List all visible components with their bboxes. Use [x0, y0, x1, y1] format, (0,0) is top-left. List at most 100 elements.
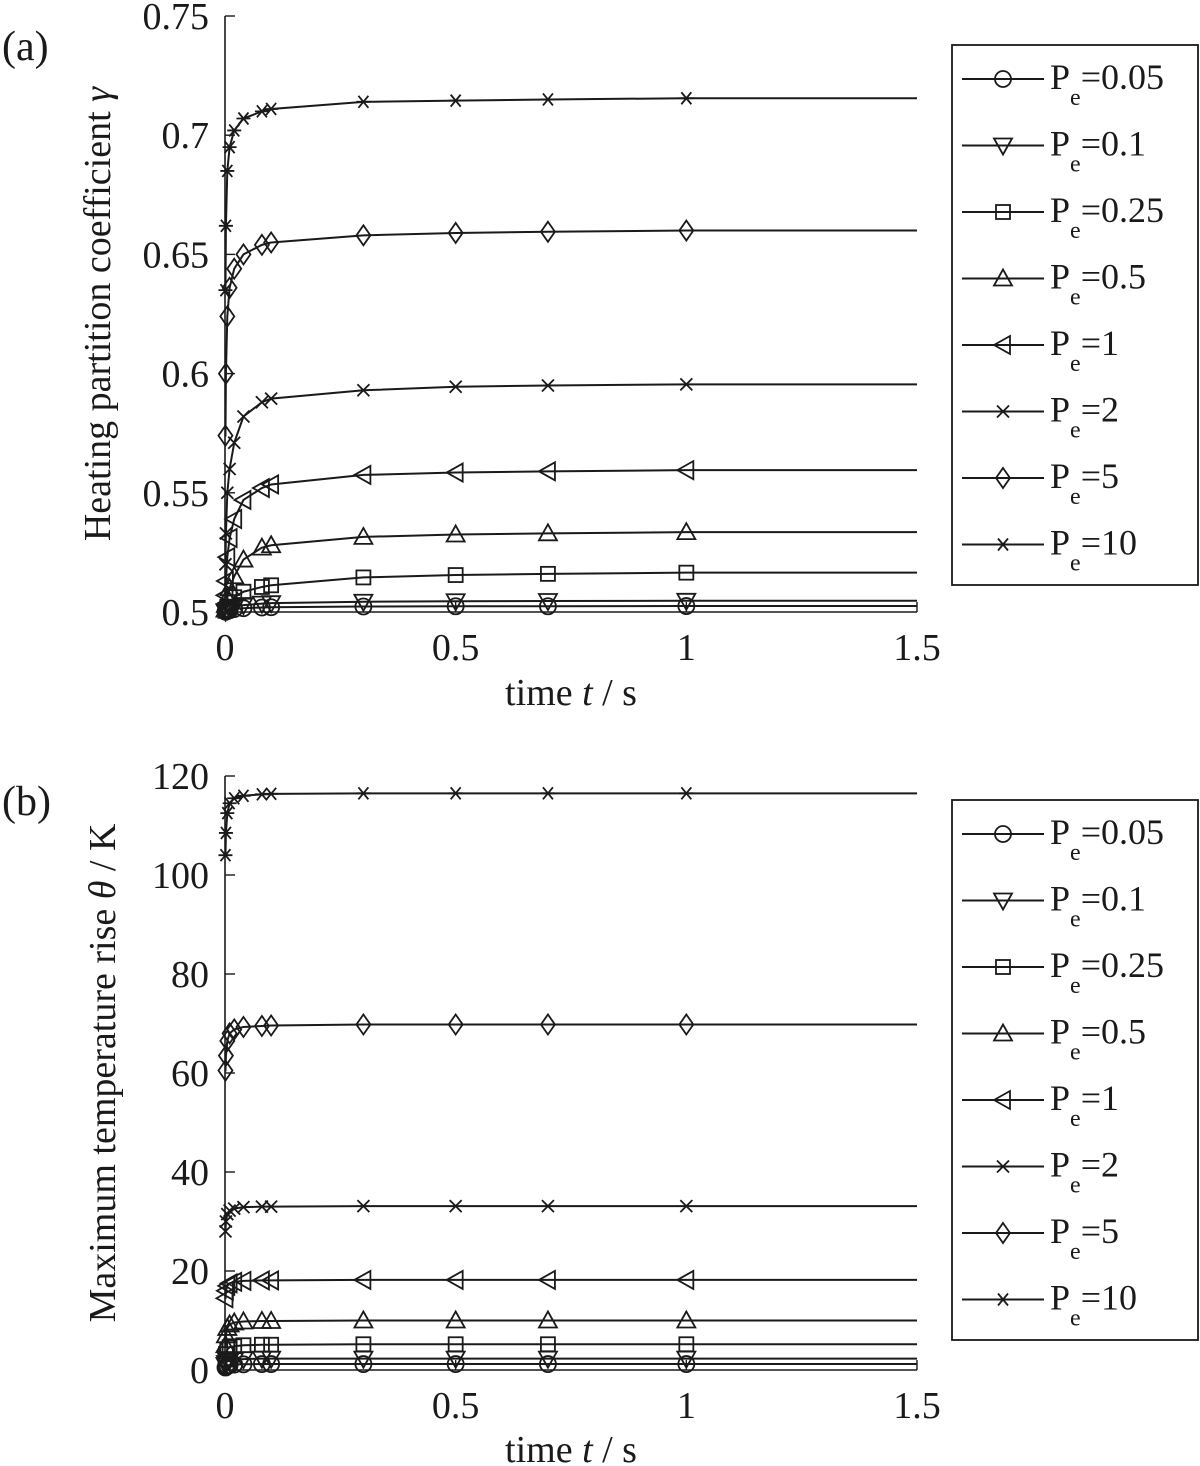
legend-entry: Pe=0.5 [962, 1012, 1146, 1066]
data-point [254, 104, 269, 118]
legend-entry: Pe=5 [962, 1211, 1119, 1265]
y-tick-label: 20 [171, 1251, 209, 1293]
data-point [537, 460, 556, 482]
data-point [264, 102, 279, 116]
data-point [226, 257, 243, 281]
data-point [539, 597, 557, 616]
legend-box [951, 44, 1199, 586]
data-point [675, 459, 695, 481]
data-point [679, 377, 693, 391]
data-point [447, 1012, 464, 1037]
data-point [235, 1337, 252, 1354]
data-point [218, 848, 233, 862]
data-point [356, 1199, 371, 1213]
series-line [225, 605, 917, 613]
data-point [219, 304, 236, 328]
data-point [537, 593, 559, 612]
data-point [227, 123, 242, 138]
legend-label: Pe=0.1 [1050, 124, 1146, 178]
legend-entry: Pe=10 [962, 1278, 1137, 1332]
legend-marker [994, 70, 1012, 88]
data-point [218, 219, 233, 233]
x-tick-label: 0 [216, 627, 235, 669]
data-point [222, 462, 237, 476]
data-point [260, 1269, 280, 1291]
legend-label: Pe=0.5 [1050, 257, 1146, 311]
series-2 [218, 1199, 917, 1239]
series-line [224, 97, 917, 292]
legend-entry: Pe=0.5 [962, 257, 1146, 311]
data-point [236, 111, 251, 126]
y-tick-label: 60 [171, 1053, 209, 1095]
x-tick-label: 1.5 [893, 1385, 941, 1427]
data-point [217, 424, 234, 448]
y-tick-label: 0.5 [162, 592, 210, 634]
y-axis-title: Maximum temperature rise θ / K [82, 823, 124, 1322]
data-point [356, 95, 371, 109]
data-point [262, 598, 281, 617]
data-point [253, 598, 271, 617]
data-point [214, 1334, 237, 1354]
panel-label: (a) [2, 24, 49, 70]
data-point [679, 91, 694, 105]
legend-marker [992, 1022, 1014, 1042]
x-axis-title: time t / s [505, 672, 637, 714]
series-5 [217, 218, 917, 448]
data-point [678, 564, 695, 581]
data-point [263, 230, 280, 255]
data-point [220, 806, 235, 820]
legend-marker [992, 892, 1014, 912]
x-tick-label: 1 [677, 627, 696, 669]
data-point [445, 1309, 467, 1329]
series-line [224, 1363, 917, 1369]
data-point [222, 1203, 237, 1218]
legend-entry: Pe=0.1 [962, 124, 1146, 178]
data-point [219, 526, 233, 540]
data-point [444, 461, 464, 484]
data-point [232, 548, 254, 568]
data-point [677, 1355, 696, 1373]
series-line [224, 792, 917, 857]
legend-marker [994, 1221, 1012, 1245]
legend-label: Pe=5 [1050, 456, 1119, 510]
data-point [445, 523, 467, 543]
series-line [224, 531, 917, 611]
data-point [260, 534, 282, 554]
data-point [447, 221, 464, 245]
y-tick-label: 0 [190, 1350, 209, 1392]
data-point [541, 1199, 555, 1213]
y-tick-label: 0.7 [162, 115, 210, 157]
legend-label: Pe=0.25 [1050, 945, 1164, 999]
data-point [444, 1269, 464, 1291]
series-line [224, 1319, 917, 1347]
data-point [448, 94, 463, 108]
data-point [449, 380, 463, 394]
data-point [678, 218, 695, 243]
data-point [221, 1021, 238, 1045]
legend: Pe=0.05 Pe=0.1 Pe=0.25 Pe=0.5 Pe=1 Pe=2 Pe=5 Pe… [951, 44, 1199, 586]
data-point [260, 595, 282, 615]
data-point [218, 527, 238, 549]
data-point [236, 789, 251, 803]
data-point [214, 584, 234, 606]
legend: Pe=0.05 Pe=0.1 Pe=0.25 Pe=0.5 Pe=1 Pe=2 Pe=5 Pe… [951, 799, 1199, 1341]
legend-label: Pe=0.25 [1050, 190, 1164, 244]
data-point [235, 242, 252, 266]
data-point [251, 536, 273, 556]
y-tick-label: 100 [152, 855, 209, 897]
x-tick-label: 1 [677, 1385, 696, 1427]
legend-marker [994, 825, 1012, 843]
data-point [253, 233, 271, 257]
legend-marker [992, 267, 1014, 287]
data-point [355, 1012, 372, 1037]
data-point [251, 1269, 270, 1291]
legend-label: Pe=0.1 [1050, 879, 1146, 933]
x-axis-title: time t / s [505, 1429, 637, 1466]
series-line [224, 1023, 917, 1072]
data-point [445, 593, 467, 613]
legend-entry: Pe=0.25 [962, 945, 1164, 999]
data-point [220, 486, 234, 500]
data-point [214, 598, 237, 618]
